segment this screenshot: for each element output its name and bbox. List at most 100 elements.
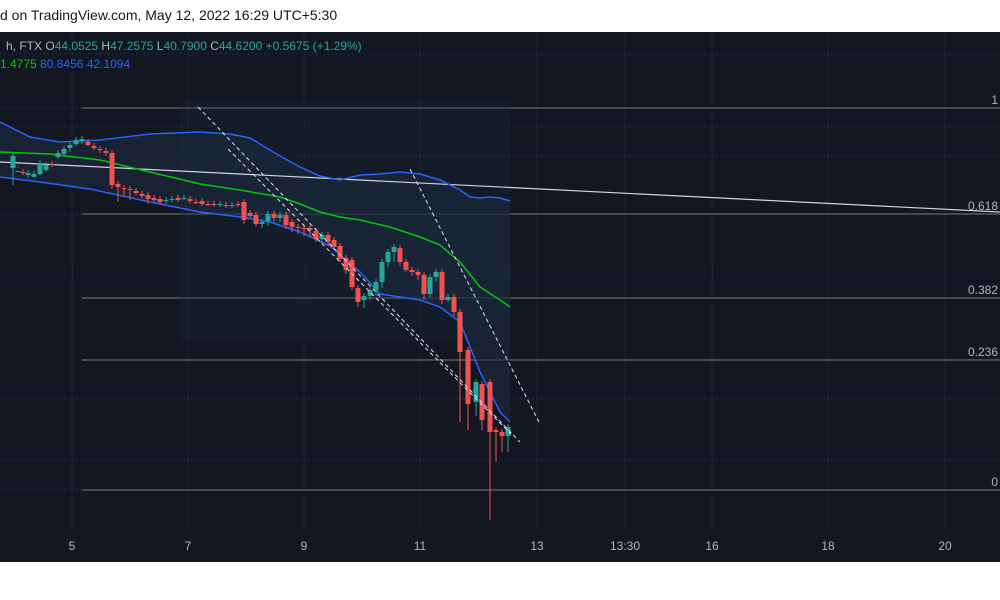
candle [15,167,21,172]
x-tick-label: 9 [301,539,308,553]
candle [259,219,265,228]
candle-body [421,275,427,294]
candle [451,294,457,316]
candle [199,198,205,206]
candle-body [433,272,439,277]
candle [409,267,415,276]
candle-body [37,163,43,174]
candle [31,171,37,177]
candle [115,181,121,202]
candle-body [465,350,471,404]
legend-value: 44.0525 [55,39,102,53]
candle-body [31,174,37,177]
fib-label: 0.236 [968,345,998,359]
candle [505,424,511,452]
channel-line [197,106,521,443]
candle-body [73,140,79,144]
candle [487,379,493,520]
chart-watermark-title: d on TradingView.com, May 12, 2022 16:29… [0,7,338,23]
legend-key: C [210,39,219,53]
candle [181,195,187,200]
candle-body [199,201,205,204]
fib-label: 0.382 [968,283,998,297]
candle [307,225,313,236]
candle [133,188,139,195]
candle [331,237,337,250]
candle [79,136,85,144]
legend-indicators: 1.4775 80.8456 42.1094 [0,57,130,71]
candle [217,201,223,207]
candle [229,202,235,208]
moving-average-line [0,151,511,308]
candle-body [415,272,421,275]
candle-body [115,184,121,187]
candle-body [223,205,229,206]
candle [139,191,145,198]
candle-body [337,246,343,259]
candle [73,137,79,146]
candle [187,196,193,203]
candle-body [10,156,16,168]
candle-body [265,214,271,221]
candle-body [67,145,73,148]
x-tick-label: 13 [530,539,544,553]
candle-body [271,214,277,218]
fib-label: 0.618 [968,199,998,213]
candle [343,255,349,274]
legend-key: L [157,39,164,53]
candle [67,142,73,152]
legend-indicator-value: 1.4775 [0,57,40,71]
candle-body [397,248,403,262]
candle-body [277,215,283,218]
candle [277,212,283,222]
candle-body [505,427,511,436]
candle [433,269,439,282]
candle [121,185,127,197]
candle [391,244,397,262]
candle-body [457,312,463,352]
candle-body [379,262,385,282]
candle-body [217,204,223,205]
candle-body [151,198,157,200]
candle [301,225,307,236]
bollinger-upper-line [0,121,511,202]
candle [379,259,385,288]
candle [415,269,421,280]
legend-value: 40.7900 [163,39,210,53]
candle [337,243,343,262]
candle [247,210,253,218]
bollinger-band-shade [180,102,510,342]
fib-label: 0 [991,475,998,489]
candle [61,146,67,157]
candle-body [427,277,433,294]
candle-body [313,231,319,239]
candle-body [127,189,133,190]
candle-body [493,430,499,432]
candle-body [295,227,301,228]
candle-body [43,165,49,170]
candle-body [211,204,217,205]
chart-canvas[interactable]: 1 0.618 0.382 0.236 0 5 7 9 11 13 13:30 16 18 20 h, FT… [0,32,1000,562]
candle-body [361,296,367,300]
candle-body [445,297,451,300]
candle [211,201,217,206]
candle-body [253,215,259,224]
candle [473,379,479,416]
candle-body [103,151,109,153]
candle-body [343,258,349,270]
candle-body [283,215,289,225]
candle [223,202,229,208]
legend-value: 47.2575 [110,39,157,53]
candle-body [289,222,295,227]
candle-body [169,199,175,200]
candle [43,162,49,172]
legend-symbol: h, FTX [6,39,45,53]
candle [37,160,43,175]
candle-body [325,235,331,242]
candle-body [319,235,325,239]
candle [271,211,277,222]
candle-body [409,270,415,272]
candle-body [373,282,379,290]
candle-body [163,200,169,201]
candle-body [403,262,409,270]
